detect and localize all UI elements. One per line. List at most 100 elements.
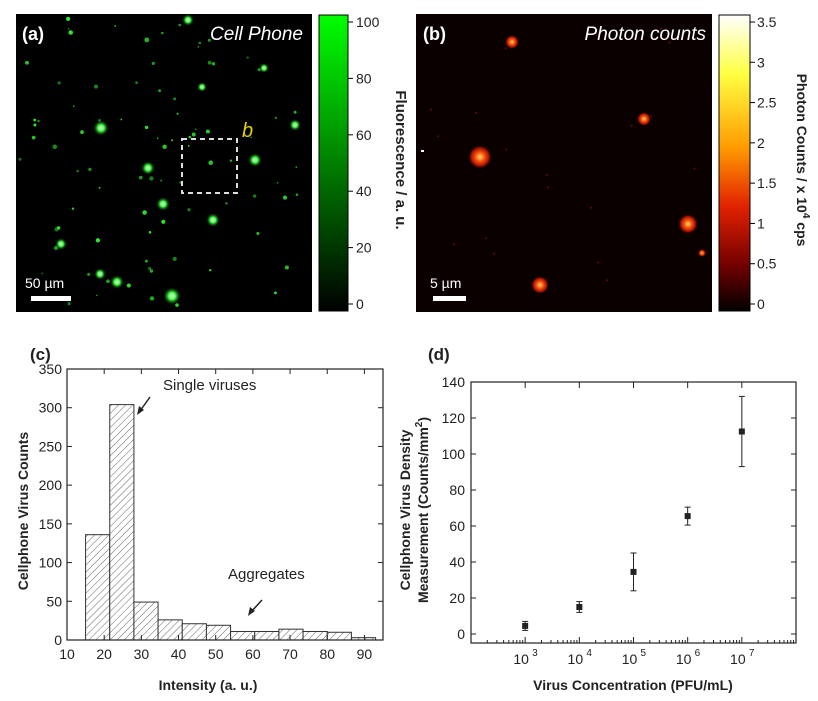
fluorescence-spot <box>172 256 177 261</box>
fluorescence-spot <box>188 135 192 139</box>
fluorescence-spot <box>225 202 228 205</box>
histogram-bar <box>109 404 135 641</box>
histogram-bar <box>181 623 207 641</box>
y-tick-label: 20 <box>449 590 465 606</box>
fluorescence-spot <box>87 272 91 276</box>
photon-spot <box>597 261 600 264</box>
fluorescence-spot <box>197 45 200 48</box>
scale-bar-b <box>433 296 466 301</box>
scatter-x-label: Virus Concentration (PFU/mL) <box>533 677 733 693</box>
x-tick-label: 20 <box>96 646 112 662</box>
zoom-region-label: b <box>242 120 253 142</box>
photon-spot <box>668 41 671 44</box>
fluorescence-spot <box>158 89 162 93</box>
fluorescence-spot <box>163 287 181 305</box>
fluorescence-spot <box>41 272 44 275</box>
y-tick-label: 40 <box>449 554 465 570</box>
fluorescence-spot <box>229 159 233 162</box>
fluorescence-spot <box>194 128 197 131</box>
histogram-bar <box>254 630 280 641</box>
fluorescence-spot <box>173 97 177 101</box>
fluorescence-spot <box>182 14 194 26</box>
scatter-y-label-line2: Measurement (Counts/mm2) <box>414 417 431 603</box>
fluorescence-spot <box>176 112 179 115</box>
photon-spot <box>493 252 495 255</box>
photon-spot <box>421 150 424 152</box>
colorbar-tick-label: 1 <box>757 215 765 231</box>
fluorescence-spot <box>274 291 277 295</box>
fluorescence-spot <box>93 120 109 136</box>
fluorescence-spot <box>160 179 163 182</box>
fluorescence-spot <box>207 60 212 65</box>
photon-spot <box>531 276 549 294</box>
histogram-bar <box>230 630 256 641</box>
scatter-y-label-line1: Cellphone Virus Density <box>397 429 413 590</box>
fluorescence-spot <box>284 265 289 270</box>
x-tick-label: 10 <box>59 646 75 662</box>
x-tick-label: 10 <box>513 651 529 667</box>
colorbar-tick-label: 80 <box>356 70 372 86</box>
fluorescence-spot <box>198 41 202 45</box>
photon-spot <box>630 124 633 127</box>
fluorescence-spot <box>162 144 167 149</box>
x-tick-label: 30 <box>134 646 150 662</box>
colorbar-tick-label: 1.5 <box>757 175 777 191</box>
data-point <box>684 513 691 520</box>
x-tick-label: 60 <box>245 646 261 662</box>
histogram-y-label: Cellphone Virus Counts <box>15 432 31 591</box>
panel-c-label: (c) <box>30 345 51 364</box>
x-tick-exponent: 7 <box>749 648 755 659</box>
photon-spot <box>504 148 507 151</box>
fluorescence-spot <box>191 132 196 137</box>
x-tick-label: 10 <box>730 651 746 667</box>
histogram-bar <box>278 628 304 641</box>
fluorescence-spot <box>282 195 288 200</box>
photon-spot <box>678 214 698 234</box>
colorbar-tick-label: 100 <box>356 14 380 30</box>
fluorescence-spot <box>18 157 22 161</box>
fluorescence-spot <box>156 137 159 140</box>
fluorescence-spot <box>144 37 150 43</box>
fluorescence-spot <box>146 164 149 166</box>
scatter-points <box>522 395 745 631</box>
fluorescence-spot <box>142 210 147 215</box>
fluorescence-spot <box>149 269 154 273</box>
colorbar-hot-label: Photon Counts / x 104 cps <box>794 74 811 247</box>
fluorescence-spot <box>126 283 131 288</box>
annotation-aggregates: Aggregates <box>228 566 305 583</box>
panel-b-title: Photon counts <box>585 24 707 45</box>
histogram-bar <box>302 630 328 641</box>
colorbar-green <box>318 14 349 312</box>
data-point <box>738 428 745 435</box>
photon-spot <box>545 173 548 176</box>
fluorescence-spot <box>256 231 260 236</box>
y-tick-label: 0 <box>54 632 62 648</box>
fluorescence-spot <box>250 136 253 139</box>
fluorescence-spot <box>252 194 257 198</box>
y-tick-label: 300 <box>39 400 63 416</box>
photon-spot <box>437 135 439 138</box>
x-tick-exponent: 4 <box>586 648 592 659</box>
y-tick-label: 250 <box>39 438 63 454</box>
data-point <box>630 568 637 575</box>
x-tick-label: 80 <box>319 646 335 662</box>
fluorescence-spot <box>31 135 36 140</box>
colorbar-tick-label: 60 <box>356 127 372 143</box>
fluorescence-spot <box>274 116 277 120</box>
fluorescence-spot <box>179 181 182 184</box>
fluorescence-spot <box>276 181 279 184</box>
fluorescence-spot <box>151 61 155 65</box>
photon-spot <box>547 186 549 189</box>
photon-spot <box>430 108 433 111</box>
histogram-bar <box>205 624 232 641</box>
y-tick-label: 60 <box>449 518 465 534</box>
x-tick-exponent: 3 <box>532 648 538 659</box>
fluorescence-spot <box>33 123 37 127</box>
panel-a-title: Cell Phone <box>210 24 303 45</box>
colorbar-tick-label: 3 <box>757 54 765 70</box>
scale-bar-a <box>31 296 71 301</box>
colorbar-green-label: Fluorescence / a. u. <box>392 90 409 229</box>
fluorescence-spot <box>209 269 212 272</box>
panel-c: (c) 10 20 30 40 50 60 70 80 90 0 50 100 150 200 250 300… <box>15 345 384 693</box>
